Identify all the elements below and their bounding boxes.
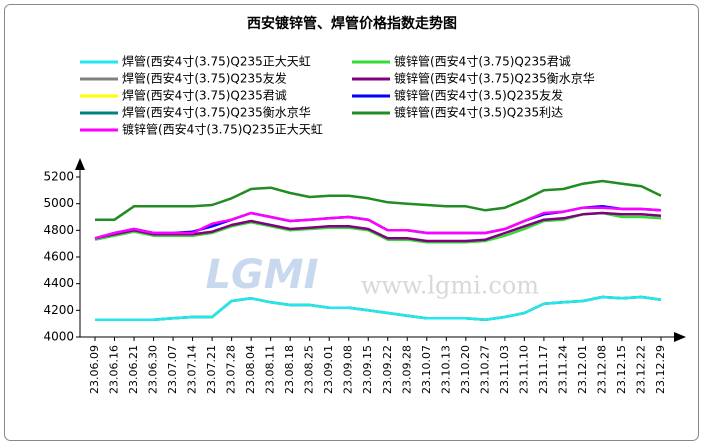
x-tick-label: 23.10.13 bbox=[439, 345, 452, 394]
y-tick-label: 4000 bbox=[43, 330, 74, 344]
x-tick-label: 23.08.25 bbox=[303, 345, 316, 394]
x-tick-label: 23.11.17 bbox=[537, 345, 550, 394]
x-tick-label: 23.07.14 bbox=[186, 345, 199, 394]
legend-label: 焊管(西安4寸(3.75)Q235君诚 bbox=[122, 88, 287, 103]
y-tick-label: 5000 bbox=[43, 196, 74, 210]
legend-label: 焊管(西安4寸(3.75)Q235友发 bbox=[122, 71, 287, 86]
x-tick-label: 23.07.28 bbox=[225, 345, 238, 394]
x-tick-label: 23.10.20 bbox=[459, 345, 472, 394]
legend-label: 镀锌管(西安4寸(3.75)Q235衡水京华 bbox=[394, 71, 595, 86]
legend-label: 镀锌管(西安4寸(3.5)Q235利达 bbox=[394, 105, 563, 120]
x-tick-label: 23.10.07 bbox=[420, 345, 433, 394]
x-tick-label: 23.12.29 bbox=[654, 345, 667, 394]
x-tick-label: 23.11.03 bbox=[498, 345, 511, 394]
series-line bbox=[95, 295, 662, 321]
x-tick-label: 23.11.10 bbox=[517, 345, 530, 394]
frame bbox=[4, 4, 699, 441]
x-tick-label: 23.09.15 bbox=[361, 345, 374, 394]
watermark-url: www.lgmi.com bbox=[361, 272, 539, 300]
x-tick-label: 23.06.16 bbox=[108, 345, 121, 394]
x-tick-label: 23.09.22 bbox=[381, 345, 394, 394]
x-axis-arrow bbox=[674, 332, 686, 342]
legend-label: 镀锌管(西安4寸(3.5)Q235友发 bbox=[394, 88, 563, 103]
x-tick-label: 23.08.11 bbox=[264, 345, 277, 394]
y-tick-label: 4600 bbox=[43, 250, 74, 264]
x-tick-label: 23.09.08 bbox=[342, 345, 355, 394]
x-tick-label: 23.07.21 bbox=[205, 345, 218, 394]
series-line bbox=[95, 179, 662, 221]
legend-label: 焊管(西安4寸(3.75)Q235正大天虹 bbox=[122, 54, 311, 69]
x-tick-label: 23.11.24 bbox=[556, 345, 569, 394]
x-tick-label: 23.08.18 bbox=[283, 345, 296, 394]
series-line bbox=[94, 211, 662, 243]
series-line bbox=[94, 206, 662, 240]
legend-label: 镀锌管(西安4寸(3.75)Q235君诚 bbox=[394, 54, 571, 69]
x-tick-label: 23.12.08 bbox=[595, 345, 608, 394]
chart-title: 西安镀锌管、焊管价格指数走势图 bbox=[247, 15, 457, 32]
x-tick-label: 23.12.01 bbox=[576, 345, 589, 394]
legend-label: 焊管(西安4寸(3.75)Q235衡水京华 bbox=[122, 105, 311, 120]
x-tick-label: 23.09.01 bbox=[322, 345, 335, 394]
watermark-logo: LGMI bbox=[205, 252, 318, 298]
y-tick-label: 4400 bbox=[43, 276, 74, 290]
legend-label: 镀锌管(西安4寸(3.75)Q235正大天虹 bbox=[122, 122, 323, 137]
x-tick-label: 23.10.27 bbox=[478, 345, 491, 394]
y-tick-label: 5200 bbox=[43, 170, 74, 184]
x-tick-label: 23.08.04 bbox=[244, 345, 257, 394]
x-tick-label: 23.06.09 bbox=[88, 345, 101, 394]
x-tick-label: 23.12.22 bbox=[634, 345, 647, 394]
y-tick-label: 4800 bbox=[43, 223, 74, 237]
y-tick-label: 4200 bbox=[43, 303, 74, 317]
x-tick-label: 23.06.21 bbox=[127, 345, 140, 394]
y-axis-arrow bbox=[75, 158, 85, 170]
x-tick-label: 23.07.07 bbox=[166, 345, 179, 394]
x-tick-label: 23.06.30 bbox=[147, 345, 160, 394]
x-tick-label: 23.12.15 bbox=[615, 345, 628, 394]
x-tick-label: 23.09.28 bbox=[400, 345, 413, 394]
